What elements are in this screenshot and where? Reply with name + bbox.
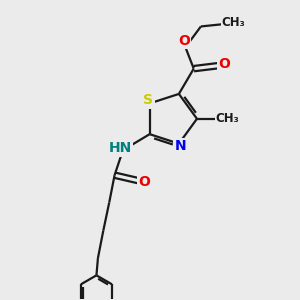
Text: S: S xyxy=(143,93,154,107)
Text: HN: HN xyxy=(109,141,132,155)
Text: CH₃: CH₃ xyxy=(216,112,239,125)
Text: O: O xyxy=(218,58,230,71)
Text: O: O xyxy=(178,34,190,48)
Text: N: N xyxy=(174,139,186,153)
Text: CH₃: CH₃ xyxy=(222,16,245,29)
Text: O: O xyxy=(138,175,150,189)
